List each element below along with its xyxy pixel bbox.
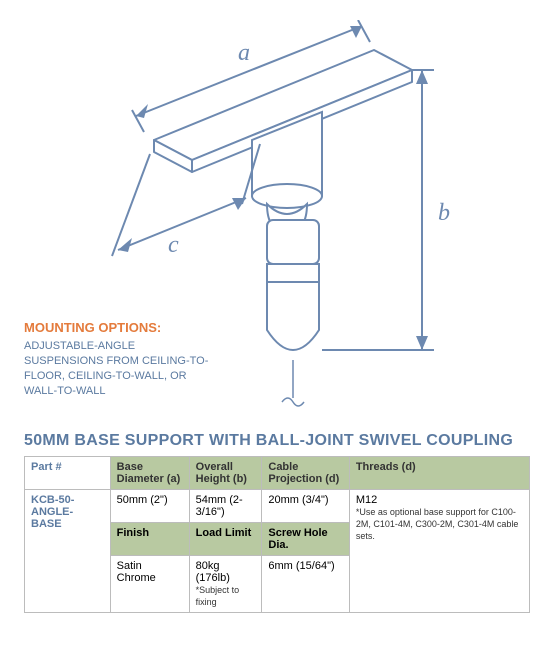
- col-screw-hole: Screw Hole Dia.: [262, 523, 349, 556]
- val-load-limit: 80kg (176lb) *Subject to fixing: [189, 556, 262, 613]
- col-load-limit: Load Limit: [189, 523, 262, 556]
- section-title: 50MM BASE SUPPORT WITH BALL-JOINT SWIVEL…: [24, 432, 530, 450]
- val-finish: Satin Chrome: [110, 556, 189, 613]
- dim-label-a: a: [238, 40, 250, 66]
- col-overall-height: Overall Height (b): [189, 457, 262, 490]
- part-number-label: Part #: [25, 457, 111, 490]
- dim-label-b: b: [438, 200, 450, 226]
- col-finish: Finish: [110, 523, 189, 556]
- mounting-options-block: MOUNTING OPTIONS: ADJUSTABLE-ANGLE SUSPE…: [24, 320, 214, 398]
- val-base-diameter: 50mm (2"): [110, 490, 189, 523]
- part-number-value: KCB-50-ANGLE-BASE: [25, 490, 111, 613]
- col-threads: Threads (d): [349, 457, 529, 490]
- val-overall-height: 54mm (2-3/16"): [189, 490, 262, 523]
- dim-label-c: c: [168, 232, 179, 258]
- val-cable-projection: 20mm (3/4"): [262, 490, 349, 523]
- mounting-title: MOUNTING OPTIONS:: [24, 320, 214, 335]
- col-base-diameter: Base Diameter (a): [110, 457, 189, 490]
- val-threads: M12 *Use as optional base support for C1…: [349, 490, 529, 613]
- mounting-text: ADJUSTABLE-ANGLE SUSPENSIONS FROM CEILIN…: [24, 339, 214, 398]
- spec-table: Part # Base Diameter (a) Overall Height …: [24, 456, 530, 613]
- technical-diagram: a b c MOUNTING OPTIONS: ADJUSTABLE-ANGLE…: [24, 20, 530, 420]
- col-cable-projection: Cable Projection (d): [262, 457, 349, 490]
- val-screw-hole: 6mm (15/64"): [262, 556, 349, 613]
